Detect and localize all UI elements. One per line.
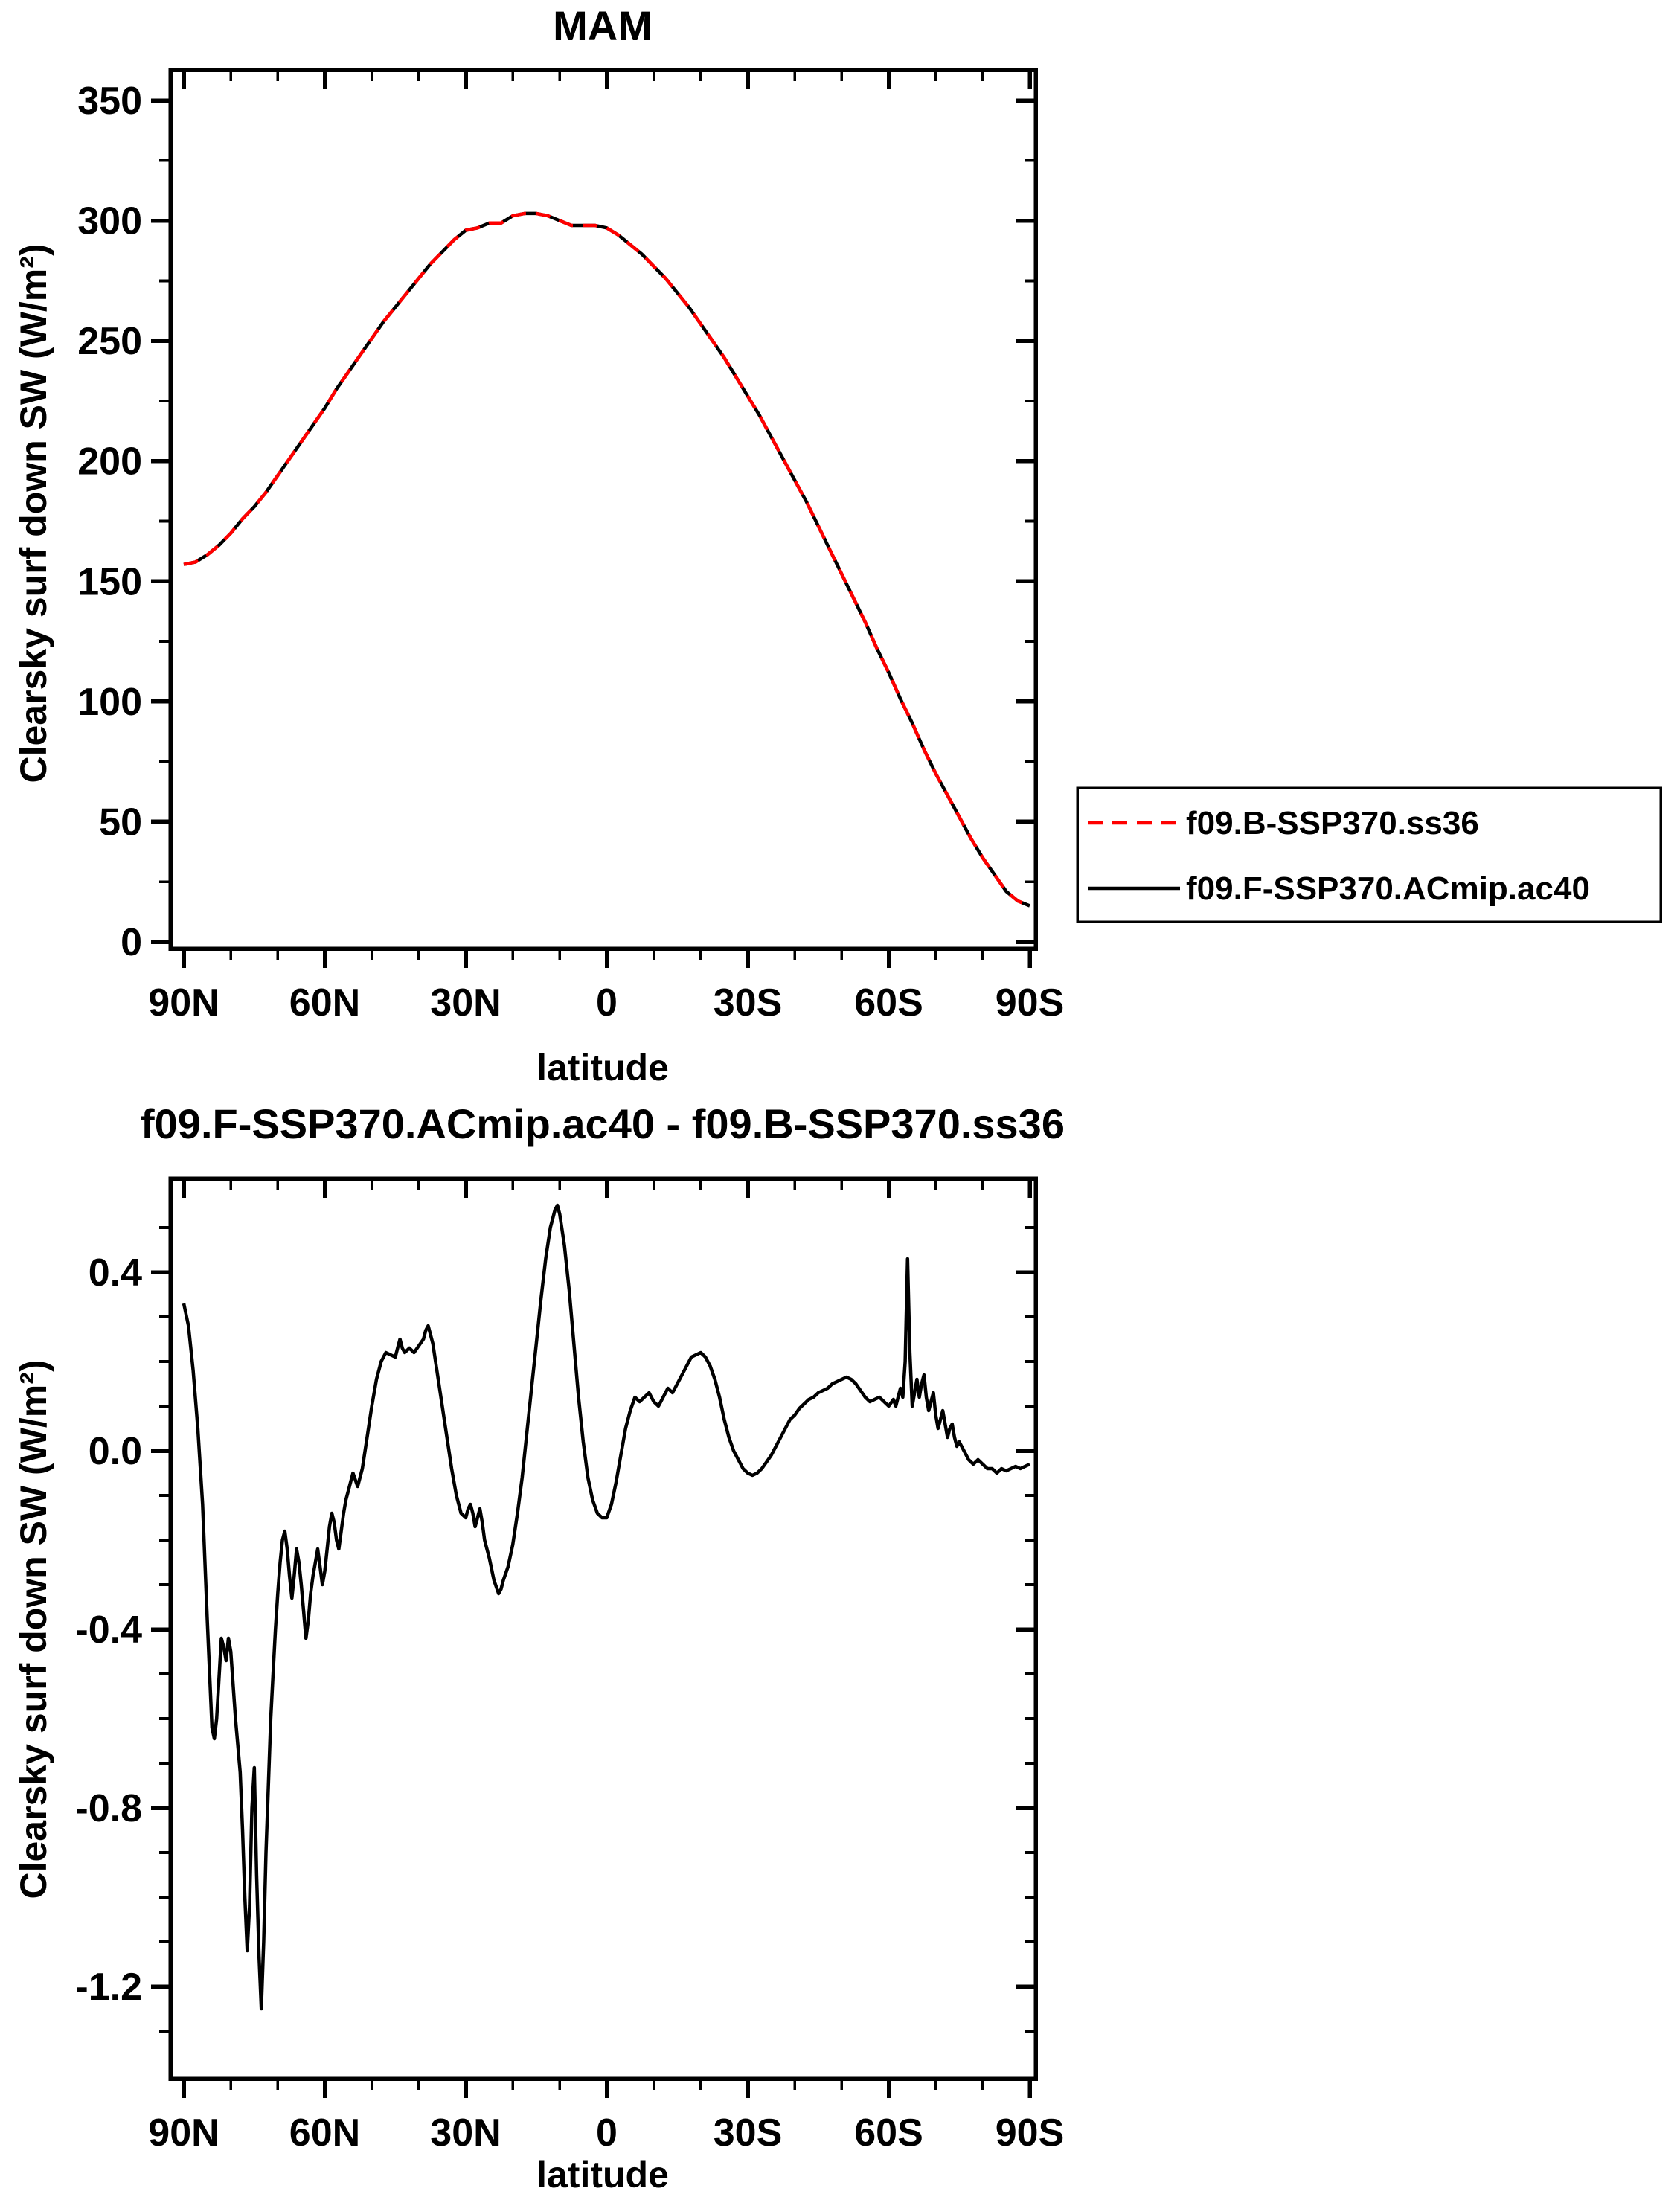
x-axis-tick-label: 30N	[430, 2111, 501, 2155]
y-axis-tick-label: 250	[77, 320, 142, 363]
legend-label-red: f09.B-SSP370.ss36	[1186, 805, 1479, 841]
legend-box	[1076, 786, 1662, 923]
y-axis-tick-label: 0	[121, 921, 142, 964]
y-axis-tick-label: 50	[99, 801, 142, 844]
series-line-solid	[183, 211, 1030, 908]
top-plot-area: 90N 60N 30N 0 30S 60S 90S 0 50 100 150 200 250 300 350	[77, 68, 1065, 1024]
x-axis-tick-label: 30N	[430, 981, 501, 1024]
x-axis-tick-label: 90S	[996, 981, 1065, 1024]
x-axis-tick-label: 90S	[996, 2111, 1065, 2155]
y-axis-tick-label: 150	[77, 560, 142, 603]
x-axis-tick-label: 30S	[714, 2111, 783, 2155]
x-axis-tick-label: 0	[596, 981, 618, 1024]
top-x-axis-title: latitude	[536, 1047, 669, 1088]
difference-line	[182, 1203, 1030, 2011]
y-axis-tick-label: 100	[77, 681, 142, 724]
x-axis-tick-label: 60S	[854, 2111, 923, 2155]
y-axis-tick-label: 0.4	[89, 1251, 142, 1295]
bottom-chart: f09.F-SSP370.ACmip.ac40 - f09.B-SSP370.s…	[13, 1100, 1065, 2196]
y-axis-tick-label: -0.4	[75, 1609, 142, 1652]
top-chart-title: MAM	[553, 2, 653, 49]
y-axis-tick-label: 300	[77, 200, 142, 243]
top-chart: MAM Clearsky surf down SW (W/m²) latitud…	[13, 2, 1064, 1088]
x-axis-tick-label: 60N	[289, 2111, 360, 2155]
legend-label-black: f09.F-SSP370.ACmip.ac40	[1186, 870, 1590, 907]
x-axis-tick-label: 0	[596, 2111, 618, 2155]
x-axis-tick-label: 60S	[854, 981, 923, 1024]
legend: f09.B-SSP370.ss36 f09.F-SSP370.ACmip.ac4…	[1076, 786, 1662, 923]
plot-frame	[168, 68, 1038, 951]
x-axis-tick-label: 30S	[714, 981, 783, 1024]
y-axis-tick-label: 0.0	[89, 1430, 142, 1473]
y-axis-tick-label: -1.2	[75, 1966, 142, 2009]
bottom-plot-area: 90N 60N 30N 0 30S 60S 90S 0.4 0.0 -0.4 -0.8 -1.2	[75, 1176, 1065, 2155]
x-axis-tick-label: 60N	[289, 981, 360, 1024]
x-axis-tick-label: 90N	[148, 2111, 219, 2155]
top-y-axis-title: Clearsky surf down SW (W/m²)	[13, 243, 54, 783]
x-axis-tick-label: 90N	[148, 981, 219, 1024]
bottom-x-axis-title: latitude	[536, 2154, 669, 2196]
bottom-y-axis-title: Clearsky surf down SW (W/m²)	[13, 1359, 54, 1899]
series-line-dashed	[183, 211, 1030, 908]
y-axis-tick-label: -0.8	[75, 1787, 142, 1830]
y-axis-tick-label: 200	[77, 440, 142, 484]
y-axis-tick-label: 350	[77, 80, 142, 123]
bottom-chart-title: f09.F-SSP370.ACmip.ac40 - f09.B-SSP370.s…	[141, 1100, 1065, 1147]
